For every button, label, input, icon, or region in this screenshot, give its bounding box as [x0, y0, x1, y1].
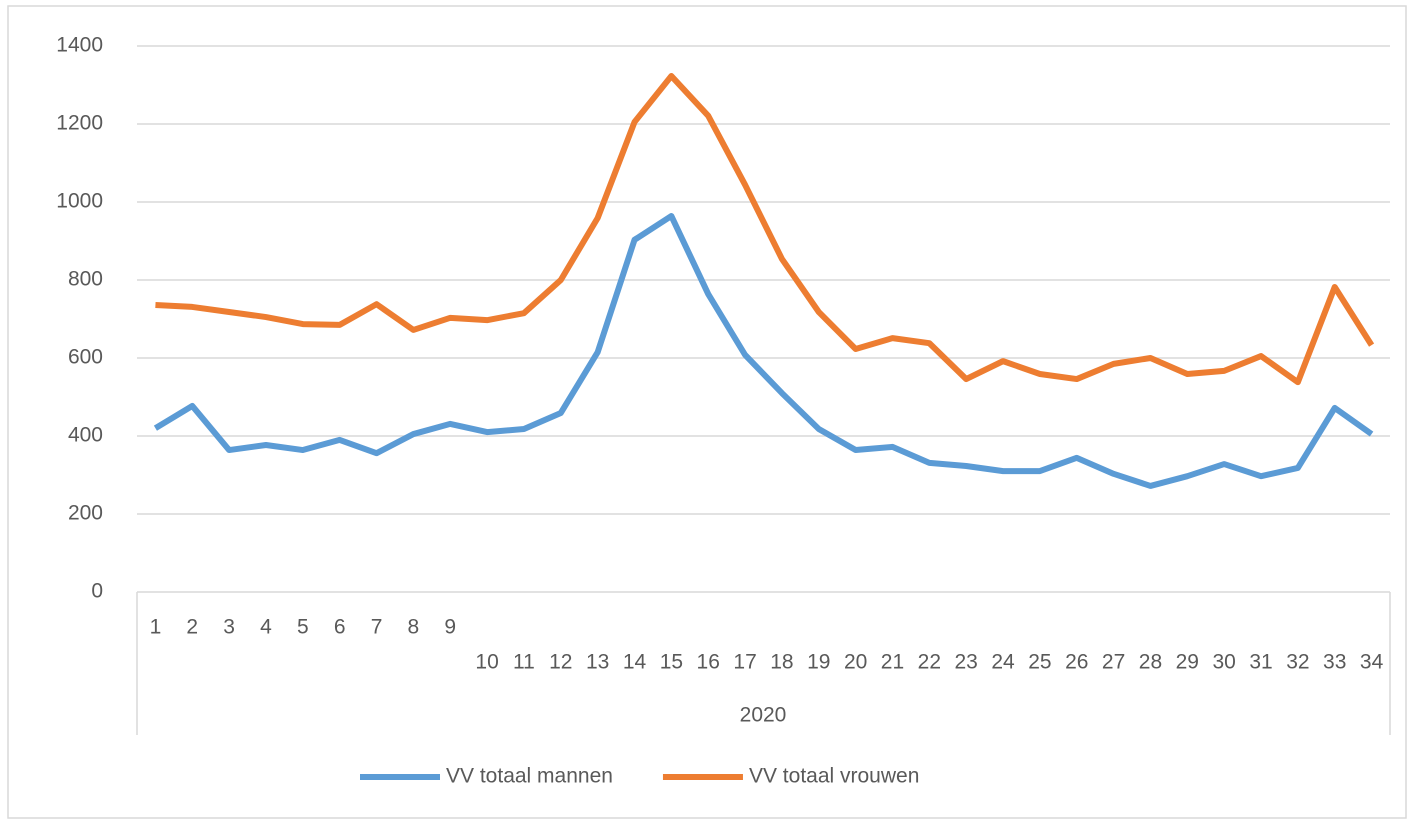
line-series: [155, 73, 1375, 386]
x-tick-label: 9: [444, 616, 456, 639]
x-tick-label: 30: [1212, 651, 1235, 674]
x-tick-label: 6: [334, 616, 346, 639]
x-tick-label: 14: [623, 651, 647, 674]
legend-label: VV totaal vrouwen: [749, 765, 919, 788]
y-tick-label: 1000: [56, 190, 103, 213]
y-tick-label: 400: [68, 424, 103, 447]
x-tick-label: 3: [223, 616, 235, 639]
y-tick-label: 600: [68, 346, 103, 369]
x-tick-label: 24: [991, 651, 1015, 674]
x-tick-label: 31: [1249, 651, 1272, 674]
x-tick-label: 17: [733, 651, 756, 674]
x-tick-label: 7: [371, 616, 383, 639]
x-tick-label: 4: [260, 616, 272, 639]
x-tick-label: 27: [1102, 651, 1125, 674]
y-tick-label: 1200: [56, 112, 103, 135]
x-tick-label: 22: [918, 651, 941, 674]
x-tick-label: 8: [408, 616, 420, 639]
x-tick-label: 25: [1028, 651, 1051, 674]
x-tick-label: 28: [1139, 651, 1162, 674]
x-tick-label: 2: [186, 616, 198, 639]
x-tick-label: 26: [1065, 651, 1088, 674]
x-tick-label: 29: [1176, 651, 1199, 674]
x-tick-label: 21: [881, 651, 904, 674]
x-tick-label: 18: [770, 651, 793, 674]
x-tick-label: 5: [297, 616, 309, 639]
chart-border: [7, 5, 1407, 819]
y-tick-label: 800: [68, 268, 103, 291]
y-tick-label: 1400: [56, 34, 103, 57]
x-tick-label: 10: [475, 651, 498, 674]
x-tick-label: 20: [844, 651, 867, 674]
x-tick-label: 13: [586, 651, 609, 674]
x-tick-label: 33: [1323, 651, 1346, 674]
category-group-label: 2020: [740, 704, 787, 727]
x-tick-label: 15: [660, 651, 683, 674]
y-tick-label: 0: [91, 580, 103, 603]
x-tick-label: 11: [513, 651, 535, 674]
y-tick-label: 200: [68, 502, 103, 525]
x-tick-label: 12: [549, 651, 572, 674]
x-tick-label: 19: [807, 651, 830, 674]
x-tick-label: 23: [955, 651, 978, 674]
x-tick-label: 32: [1286, 651, 1309, 674]
x-tick-label: 16: [697, 651, 720, 674]
legend-label: VV totaal mannen: [446, 765, 613, 788]
x-tick-label: 1: [150, 616, 162, 639]
line-series: [153, 213, 1374, 489]
x-tick-label: 34: [1360, 651, 1384, 674]
